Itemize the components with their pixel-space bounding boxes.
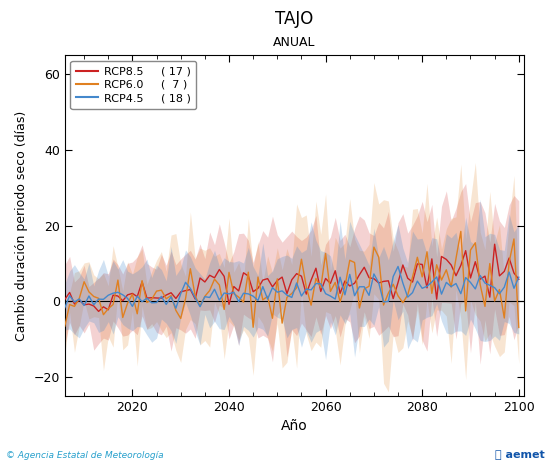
X-axis label: Año: Año <box>281 419 307 433</box>
Text: TAJO: TAJO <box>275 10 314 28</box>
Text: © Agencia Estatal de Meteorología: © Agencia Estatal de Meteorología <box>6 451 163 460</box>
Text: Ⓜ aemet: Ⓜ aemet <box>495 450 544 460</box>
Y-axis label: Cambio duración periodo seco (días): Cambio duración periodo seco (días) <box>15 110 28 340</box>
Text: ANUAL: ANUAL <box>273 36 316 49</box>
Legend: RCP8.5     ( 17 ), RCP6.0     (  7 ), RCP4.5     ( 18 ): RCP8.5 ( 17 ), RCP6.0 ( 7 ), RCP4.5 ( 18… <box>70 61 196 109</box>
